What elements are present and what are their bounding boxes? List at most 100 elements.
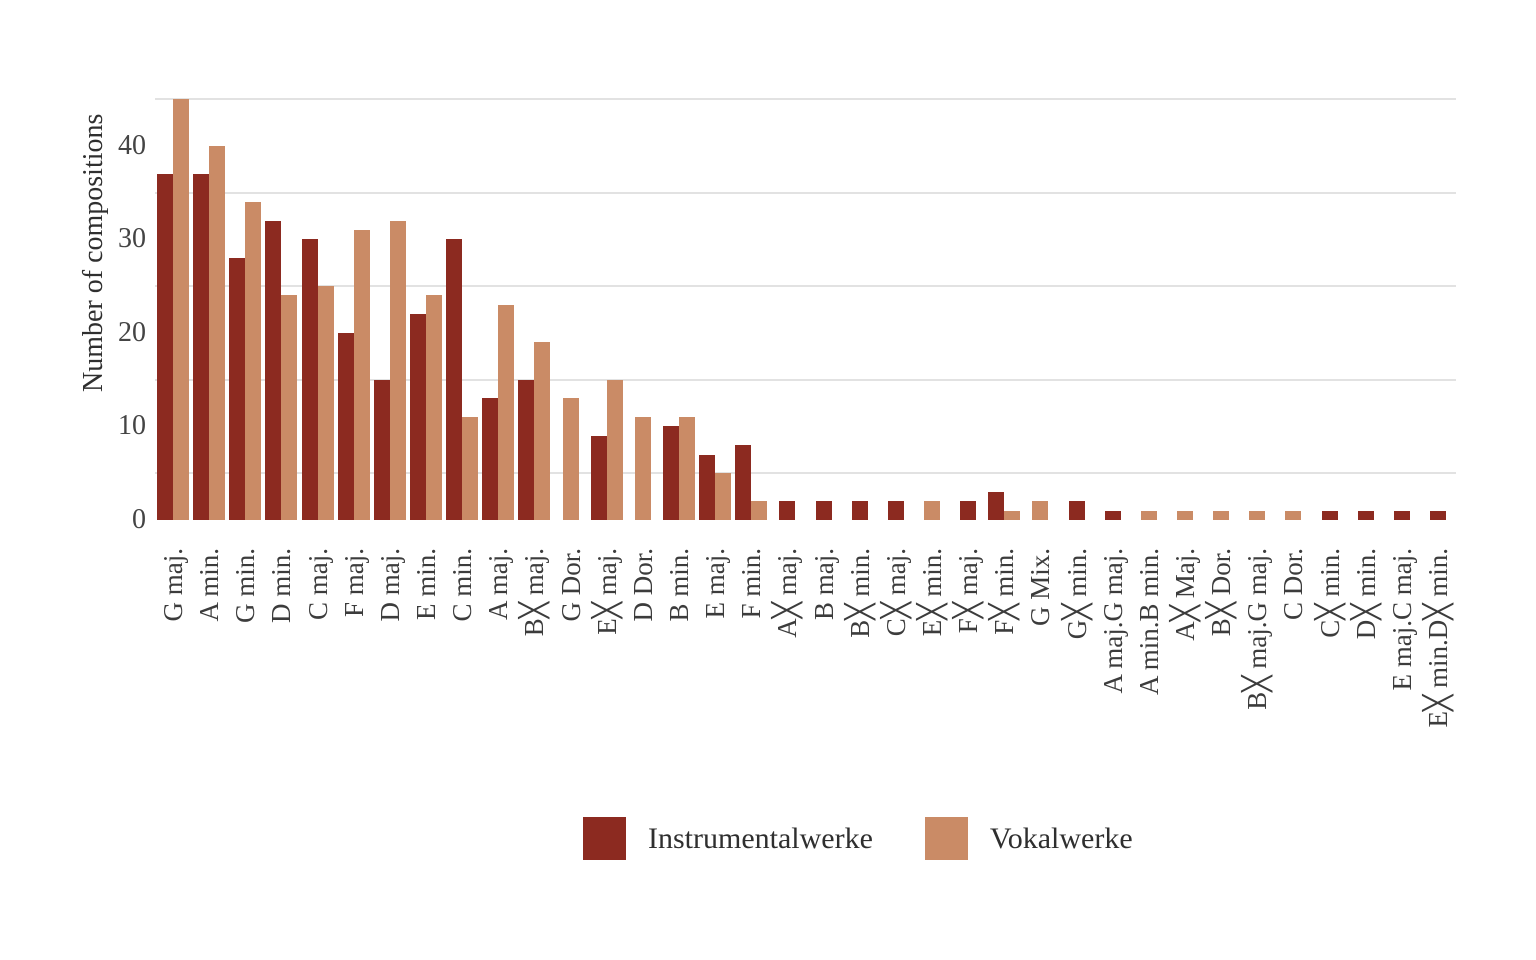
bar-vokalwerke [462,417,479,520]
category-slot [1384,99,1420,520]
bar-instrumentalwerke [960,501,977,520]
x-tick-label: B╳ maj.G maj. [1242,548,1273,710]
bar-instrumentalwerke [1068,501,1085,520]
bar-instrumentalwerke [229,258,246,520]
category-slot [1059,99,1095,520]
y-tick-label: 10 [118,410,146,442]
category-slot [1420,99,1456,520]
category-slot [842,99,878,520]
bar-instrumentalwerke [663,426,680,520]
legend-item-instrumentalwerke: Instrumentalwerke [583,817,873,860]
category-slot [1275,99,1311,520]
bar-vokalwerke [498,304,515,520]
bar-instrumentalwerke [590,435,607,520]
category-slot [1095,99,1131,520]
bar-vokalwerke [281,295,298,520]
category-slot [697,99,733,520]
x-tick-label: D maj. [374,548,405,622]
category-slot [806,99,842,520]
category-slot [444,99,480,520]
gridline-25 [155,285,1456,288]
bar-vokalwerke [1177,510,1193,520]
x-tick-label: A╳ maj. [772,548,803,638]
x-tick-label: E╳ maj. [591,548,622,635]
bar-instrumentalwerke [265,220,282,520]
y-tick-label: 0 [132,504,146,535]
category-slot [1167,99,1203,520]
bar-vokalwerke [1249,510,1266,520]
bar-instrumentalwerke [1357,510,1374,520]
category-slot [914,99,950,520]
x-tick-label: G maj. [158,548,189,622]
bar-vokalwerke [679,417,696,520]
legend-swatch-instrumentalwerke [583,817,626,860]
bar-vokalwerke [389,220,406,520]
category-slot [263,99,299,520]
bar-vokalwerke [245,201,262,520]
category-slot [625,99,661,520]
x-tick-label: F min. [736,548,767,619]
bar-instrumentalwerke [887,501,904,520]
bar-instrumentalwerke [301,239,318,520]
gridline-45 [155,98,1456,100]
x-tick-label: G min. [230,548,261,624]
category-slot [1203,99,1239,520]
bar-instrumentalwerke [337,332,354,520]
category-slot [733,99,769,520]
category-slot [589,99,625,520]
bar-instrumentalwerke [446,239,463,520]
x-tick-label: D min. [266,548,297,624]
x-tick-label: G╳ min. [1061,548,1092,640]
x-tick-label: F╳ maj. [953,548,984,634]
bar-vokalwerke [426,295,443,520]
x-tick-label: F╳ min. [989,548,1020,635]
bar-vokalwerke [606,379,623,520]
gridline-15 [155,378,1456,381]
category-slot [191,99,227,520]
legend-swatch-vokalwerke [924,817,968,860]
bar-instrumentalwerke [410,314,427,520]
category-slot [769,99,805,520]
category-slot [1239,99,1275,520]
x-tick-label: B min. [664,548,694,622]
bar-instrumentalwerke [193,173,210,520]
x-tick-label: C min. [447,548,478,622]
y-tick-label: 30 [118,223,146,255]
bar-instrumentalwerke [815,501,832,520]
bar-instrumentalwerke [482,398,499,520]
bar-instrumentalwerke [735,445,752,520]
category-slot [661,99,697,520]
y-tick-label: 20 [118,316,146,348]
x-tick-label: B╳ Dor. [1206,548,1237,637]
bar-instrumentalwerke [1393,510,1410,520]
bar-instrumentalwerke [157,173,174,520]
category-slot [986,99,1022,520]
gridline-5 [155,472,1456,475]
x-tick-label: B╳ min. [844,548,875,638]
bar-vokalwerke [173,99,190,520]
bar-vokalwerke [209,145,226,520]
bar-instrumentalwerke [851,501,868,520]
bar-vokalwerke [1032,501,1049,520]
x-tick-label: A maj. [483,548,514,620]
legend-label-vokalwerke: Vokalwerke [989,822,1133,855]
bar-vokalwerke [534,342,551,520]
category-slot [300,99,336,520]
legend: Instrumentalwerke Vokalwerke [583,817,1133,860]
category-slot [408,99,444,520]
x-tick-label: A min. [194,548,225,622]
x-tick-label: A maj.G maj. [1097,548,1128,694]
bar-vokalwerke [634,417,651,520]
category-slot [950,99,986,520]
x-tick-label: C Dor. [1278,548,1309,621]
bar-vokalwerke [317,286,334,520]
bar-vokalwerke [715,473,732,520]
y-tick-label: 40 [118,129,146,161]
x-tick-label: G Dor. [555,548,586,622]
bar-instrumentalwerke [1429,510,1446,520]
category-slot [516,99,552,520]
x-tick-label: E╳ min.D╳ min. [1422,548,1453,728]
x-tick-label: D╳ min. [1350,548,1381,640]
bar-vokalwerke [1004,510,1021,520]
